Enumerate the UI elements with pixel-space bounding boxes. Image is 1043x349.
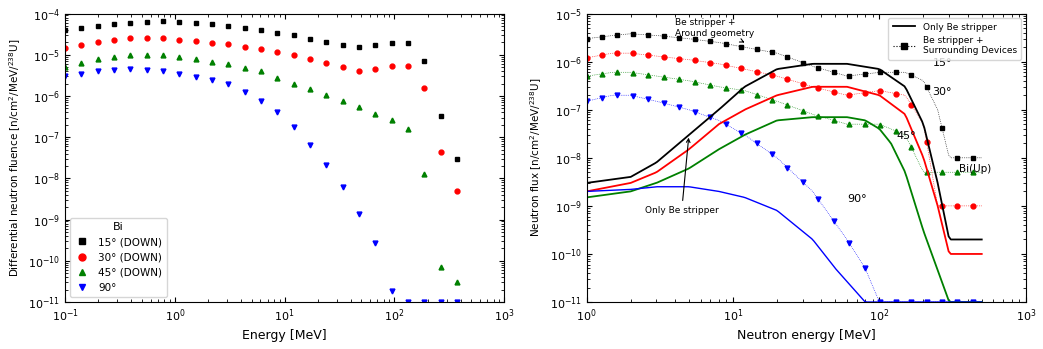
Legend: Only Be stripper, Be stripper +
Surrounding Devices: Only Be stripper, Be stripper + Surround… [889,18,1021,60]
X-axis label: Neutron energy [MeV]: Neutron energy [MeV] [736,329,875,342]
Text: 45°: 45° [896,131,916,141]
Text: 90°: 90° [847,194,867,204]
Legend: 15° (DOWN), 30° (DOWN), 45° (DOWN), 90°: 15° (DOWN), 30° (DOWN), 45° (DOWN), 90° [70,218,167,297]
Text: Only Be stripper: Only Be stripper [645,139,719,215]
Text: 30°: 30° [932,87,952,97]
Y-axis label: Neutron flux [n/cm$^2$/MeV/$^{238}$U]: Neutron flux [n/cm$^2$/MeV/$^{238}$U] [529,78,544,237]
X-axis label: Energy [MeV]: Energy [MeV] [242,329,328,342]
Y-axis label: Differential neutron fluence [n/cm$^2$/MeV/$^{238}$U]: Differential neutron fluence [n/cm$^2$/M… [7,39,23,277]
Text: Bi(Up): Bi(Up) [960,164,991,174]
Text: Be stripper +
Around geometry: Be stripper + Around geometry [675,18,754,42]
Text: 15°: 15° [932,58,952,68]
